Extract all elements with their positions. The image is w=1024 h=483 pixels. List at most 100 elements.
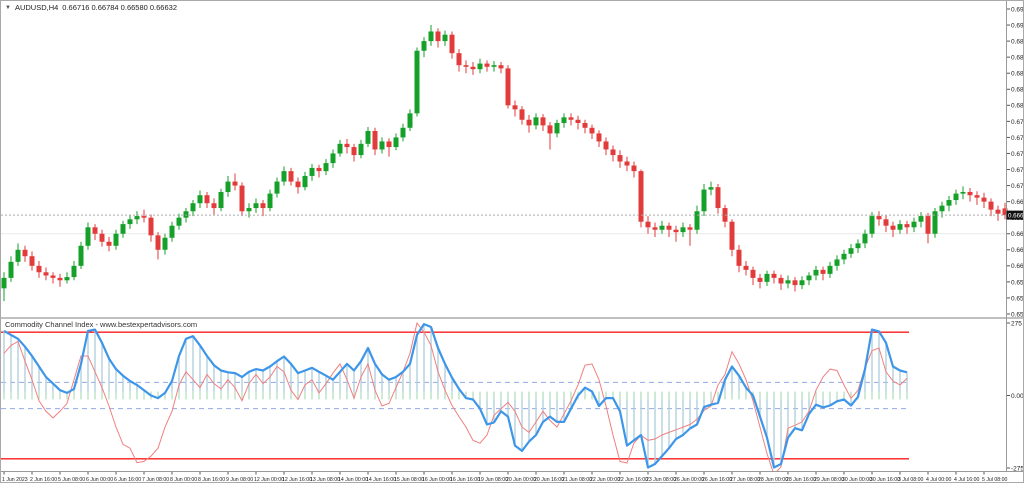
candle-bull <box>918 216 924 222</box>
price-tick-label: 0.656 <box>1011 295 1024 302</box>
candle-bear <box>155 235 161 250</box>
time-tick-label: 22 Jun 16:00 <box>618 477 648 483</box>
candle-bull <box>190 203 196 212</box>
price-axis[interactable]: 0.692 0.690 0.688 0.686 0.684 0.682 0.680 0.678… <box>1006 6 1024 318</box>
candle-bear <box>890 225 896 230</box>
price-tick-label: 0.680 <box>1011 103 1024 110</box>
candle-bear <box>463 65 469 67</box>
symbol-dropdown-icon[interactable]: ▼ <box>5 4 11 11</box>
candle-bear <box>92 227 98 234</box>
ohlc-readout: 0.66716 0.66784 0.66580 0.66632 <box>62 3 177 12</box>
candle-bear <box>316 167 322 172</box>
candle-bear <box>386 141 392 148</box>
candle-bear <box>652 227 658 230</box>
cci-tick-label: -275 <box>1011 465 1024 472</box>
candle-bear <box>239 185 245 212</box>
candle-bear <box>211 203 217 209</box>
candle-bull <box>15 249 21 262</box>
candle-bull <box>561 117 567 123</box>
candle-bear <box>519 109 525 120</box>
candle-bull <box>127 219 133 225</box>
cci-pane[interactable] <box>1 321 909 475</box>
candle-bear <box>673 229 679 233</box>
candle-bear <box>736 249 742 266</box>
candle-bull <box>421 41 427 51</box>
time-tick-label: 20 Jun 16:00 <box>534 477 564 483</box>
candle-bear <box>967 192 973 196</box>
candle-bull <box>1 277 7 289</box>
cci-tick-label: 275 <box>1011 320 1022 327</box>
candle-bear <box>715 187 721 209</box>
time-tick-label: 21 Jun 08:00 <box>562 477 592 483</box>
candle-bear <box>729 221 735 250</box>
price-tick-label: 0.678 <box>1011 119 1024 126</box>
price-tick-label: 0.690 <box>1011 22 1024 29</box>
price-tick-label: 0.674 <box>1011 151 1024 158</box>
candle-bear <box>883 219 889 226</box>
time-tick-label: 1 Jun 2023 <box>2 477 28 483</box>
time-axis[interactable]: 1 Jun 2023 2 Jun 16:00 5 Jun 08:00 6 Jun 00… <box>2 472 1007 483</box>
candle-bull <box>911 221 917 228</box>
candle-bull <box>862 233 868 244</box>
candle-bear <box>582 122 588 128</box>
chart-title: ▼ AUDUSD,H4 0.66716 0.66784 0.66580 0.66… <box>5 3 177 12</box>
time-tick-label: 14 Jun 16:00 <box>366 477 396 483</box>
candle-bear <box>666 225 672 230</box>
candle-bull <box>323 163 329 172</box>
candle-bull <box>834 259 840 266</box>
candle-bull <box>134 216 140 220</box>
candle-bear <box>988 201 994 210</box>
price-tick-label: 0.672 <box>1011 167 1024 174</box>
candle-bull <box>785 280 791 284</box>
candle-bear <box>498 65 504 69</box>
candle-bull <box>659 225 665 230</box>
candle-bull <box>946 200 952 206</box>
candle-bull <box>932 211 938 234</box>
candle-bull <box>414 50 420 114</box>
time-tick-label: 12 Jun 16:00 <box>282 477 312 483</box>
candle-bull <box>869 216 875 234</box>
candle-bear <box>981 197 987 202</box>
current-price-tag-box <box>1006 210 1023 220</box>
candle-bull <box>701 189 707 212</box>
time-tick-label: 22 Jun 00:00 <box>590 477 620 483</box>
candle-bull <box>428 31 434 42</box>
candle-bear <box>904 224 910 228</box>
candle-bull <box>365 131 371 144</box>
candle-bear <box>106 241 112 246</box>
candle-bear <box>456 53 462 66</box>
candle-bull <box>113 233 119 246</box>
candle-bull <box>71 265 77 278</box>
candle-bear <box>57 277 63 281</box>
time-tick-label: 30 Jun 00:00 <box>842 477 872 483</box>
candle-bear <box>29 256 35 266</box>
candle-bull <box>393 137 399 148</box>
time-tick-label: 16 Jun 00:00 <box>422 477 452 483</box>
candle-bull <box>442 34 448 42</box>
time-tick-label: 8 Jun 16:00 <box>198 477 225 483</box>
price-tick-label: 0.670 <box>1011 183 1024 190</box>
candles <box>1 25 1008 302</box>
time-tick-label: 7 Jun 08:00 <box>142 477 169 483</box>
candle-bull <box>379 141 385 150</box>
time-tick-label: 9 Jun 08:00 <box>226 477 253 483</box>
indicator-axis[interactable]: 275 0.00 -275 <box>1007 320 1024 472</box>
candle-bear <box>568 117 574 120</box>
time-tick-label: 27 Jun 08:00 <box>730 477 760 483</box>
candle-bear <box>645 221 651 228</box>
time-tick-label: 26 Jun 00:00 <box>674 477 704 483</box>
candle-bull <box>533 117 539 126</box>
cci-signal-line <box>3 321 908 471</box>
price-tick-label: 0.664 <box>1011 231 1024 238</box>
candle-bear <box>624 161 630 166</box>
candle-bear <box>232 181 238 186</box>
cci-histogram <box>3 324 908 468</box>
price-chart-pane[interactable] <box>1 25 1008 302</box>
candle-bull <box>78 245 84 266</box>
candle-bear <box>43 272 49 276</box>
price-tick-label: 0.660 <box>1011 263 1024 270</box>
candle-bear <box>547 125 553 134</box>
candle-bear <box>771 273 777 278</box>
